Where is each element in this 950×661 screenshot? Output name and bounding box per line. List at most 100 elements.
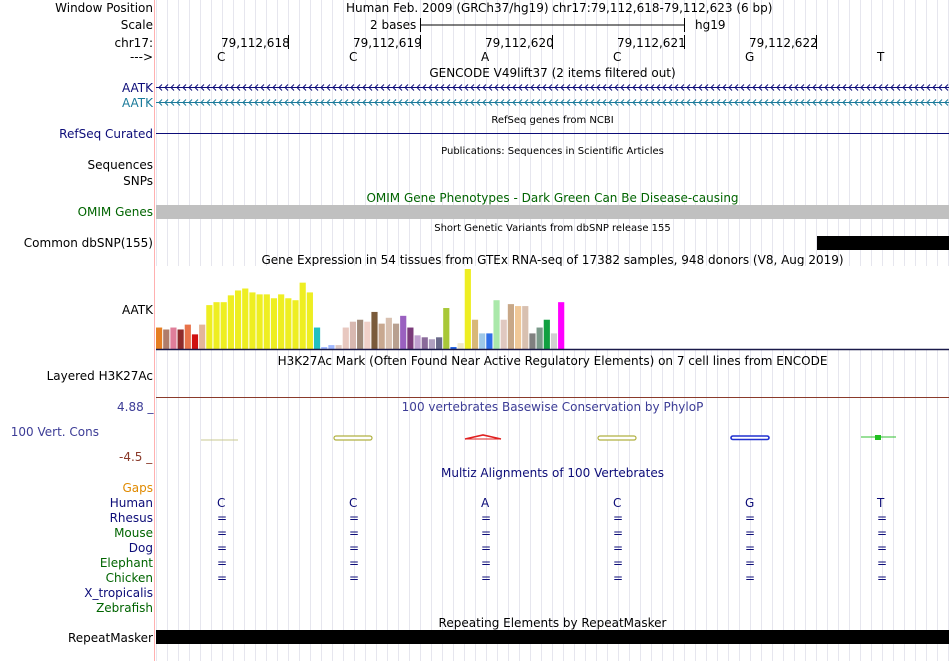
gtex-tissue-bar[interactable] bbox=[185, 325, 191, 349]
gtex-tissue-bar[interactable] bbox=[257, 294, 263, 349]
gtex-tissue-bar[interactable] bbox=[400, 316, 406, 349]
gtex-tissue-bar[interactable] bbox=[156, 328, 162, 349]
gtex-tissue-bar[interactable] bbox=[537, 328, 543, 349]
dbsnp-label[interactable]: Common dbSNP(155) bbox=[24, 236, 153, 250]
h3k27ac-label[interactable]: Layered H3K27Ac bbox=[47, 369, 153, 383]
multiz-species-mouse[interactable]: Mouse bbox=[114, 526, 153, 540]
aligned-match: = bbox=[877, 511, 887, 525]
gtex-tissue-bar[interactable] bbox=[515, 306, 521, 349]
gtex-tissue-bar[interactable] bbox=[292, 300, 298, 349]
gtex-tissue-bar[interactable] bbox=[379, 324, 385, 349]
omim-feature-bar[interactable] bbox=[156, 205, 949, 219]
multiz-species-human[interactable]: Human bbox=[110, 496, 153, 510]
gtex-tissue-bar[interactable] bbox=[508, 304, 514, 349]
h3k27ac-title: H3K27Ac Mark (Often Found Near Active Re… bbox=[156, 354, 949, 368]
gtex-tissue-bar[interactable] bbox=[558, 302, 564, 349]
gtex-tissue-bar[interactable] bbox=[192, 334, 198, 349]
multiz-species-x_tropicalis[interactable]: X_tropicalis bbox=[84, 586, 153, 600]
aligned-match: = bbox=[877, 541, 887, 555]
gtex-label[interactable]: AATK bbox=[122, 303, 153, 317]
gtex-tissue-bar[interactable] bbox=[235, 290, 241, 349]
gtex-tissue-bar[interactable] bbox=[300, 283, 306, 349]
gtex-tissue-bar[interactable] bbox=[429, 339, 435, 349]
gtex-tissue-bar[interactable] bbox=[414, 335, 420, 349]
multiz-species-rhesus[interactable]: Rhesus bbox=[110, 511, 153, 525]
gtex-tissue-bar[interactable] bbox=[228, 295, 234, 349]
aligned-match: = bbox=[877, 556, 887, 570]
refseq-label[interactable]: RefSeq Curated bbox=[59, 127, 153, 141]
gtex-tissue-bar[interactable] bbox=[328, 345, 334, 349]
gtex-tissue-bar[interactable] bbox=[472, 320, 478, 349]
multiz-gaps-label[interactable]: Gaps bbox=[122, 481, 153, 495]
gtex-tissue-bar[interactable] bbox=[242, 289, 248, 349]
repeatmasker-element[interactable] bbox=[156, 630, 949, 644]
ruler-base: G bbox=[745, 50, 754, 64]
gtex-tissue-bar[interactable] bbox=[386, 318, 392, 349]
gtex-bar-chart[interactable] bbox=[156, 266, 949, 352]
gtex-tissue-bar[interactable] bbox=[271, 298, 277, 349]
gtex-tissue-bar[interactable] bbox=[163, 329, 169, 349]
gtex-tissue-bar[interactable] bbox=[522, 306, 528, 349]
scale-text: 2 bases bbox=[370, 18, 416, 32]
dbsnp-variant[interactable] bbox=[817, 236, 949, 250]
gencode-transcripts[interactable] bbox=[156, 82, 949, 110]
gencode-gene-label-2[interactable]: AATK bbox=[122, 96, 153, 110]
gtex-tissue-bar[interactable] bbox=[321, 347, 327, 349]
publications-snps-label[interactable]: SNPs bbox=[123, 174, 153, 188]
phylop-scores[interactable] bbox=[156, 428, 949, 446]
gtex-tissue-bar[interactable] bbox=[307, 292, 313, 349]
gtex-tissue-bar[interactable] bbox=[529, 333, 535, 349]
gtex-tissue-bar[interactable] bbox=[199, 325, 205, 349]
gtex-tissue-bar[interactable] bbox=[249, 292, 255, 349]
ruler-base: C bbox=[613, 50, 621, 64]
gtex-tissue-bar[interactable] bbox=[178, 329, 184, 349]
gtex-tissue-bar[interactable] bbox=[465, 269, 471, 349]
aligned-match: = bbox=[217, 571, 227, 585]
gtex-tissue-bar[interactable] bbox=[458, 343, 464, 349]
multiz-species-elephant[interactable]: Elephant bbox=[100, 556, 153, 570]
phylop-min: -4.5 _ bbox=[119, 450, 152, 464]
gtex-tissue-bar[interactable] bbox=[544, 320, 550, 349]
gencode-gene-label-1[interactable]: AATK bbox=[122, 81, 153, 95]
gtex-tissue-bar[interactable] bbox=[278, 294, 284, 349]
aligned-match: = bbox=[349, 556, 359, 570]
gtex-tissue-bar[interactable] bbox=[436, 337, 442, 349]
ruler-base: C bbox=[217, 50, 225, 64]
gtex-tissue-bar[interactable] bbox=[350, 322, 356, 349]
gtex-tissue-bar[interactable] bbox=[450, 347, 456, 349]
gtex-tissue-bar[interactable] bbox=[493, 300, 499, 349]
omim-label[interactable]: OMIM Genes bbox=[78, 205, 153, 219]
multiz-species-dog[interactable]: Dog bbox=[129, 541, 153, 555]
gtex-tissue-bar[interactable] bbox=[393, 324, 399, 349]
gtex-tissue-bar[interactable] bbox=[343, 328, 349, 349]
gtex-tissue-bar[interactable] bbox=[170, 328, 176, 349]
multiz-species-chicken[interactable]: Chicken bbox=[106, 571, 153, 585]
gtex-tissue-bar[interactable] bbox=[364, 322, 370, 349]
aligned-match: = bbox=[217, 556, 227, 570]
gtex-tissue-bar[interactable] bbox=[357, 320, 363, 349]
gtex-tissue-bar[interactable] bbox=[486, 333, 492, 349]
gtex-tissue-bar[interactable] bbox=[336, 345, 342, 349]
gtex-tissue-bar[interactable] bbox=[206, 305, 212, 349]
phylop-label[interactable]: 100 Vert. Cons bbox=[11, 425, 99, 439]
gtex-tissue-bar[interactable] bbox=[213, 302, 219, 349]
window-position-text[interactable]: Human Feb. 2009 (GRCh37/hg19) chr17:79,1… bbox=[346, 1, 772, 15]
refseq-line[interactable] bbox=[156, 133, 949, 134]
multiz-species-zebrafish[interactable]: Zebrafish bbox=[96, 601, 153, 615]
gtex-tissue-bar[interactable] bbox=[422, 337, 428, 349]
publications-sequences-label[interactable]: Sequences bbox=[88, 158, 153, 172]
aligned-match: = bbox=[745, 511, 755, 525]
gtex-tissue-bar[interactable] bbox=[551, 333, 557, 349]
gtex-tissue-bar[interactable] bbox=[443, 308, 449, 349]
gtex-tissue-bar[interactable] bbox=[314, 328, 320, 349]
window-position-label: Window Position bbox=[55, 1, 153, 15]
gtex-tissue-bar[interactable] bbox=[285, 298, 291, 349]
aligned-match: = bbox=[481, 541, 491, 555]
repeatmasker-label[interactable]: RepeatMasker bbox=[68, 631, 153, 645]
gtex-tissue-bar[interactable] bbox=[371, 312, 377, 349]
gtex-tissue-bar[interactable] bbox=[407, 328, 413, 349]
gtex-tissue-bar[interactable] bbox=[221, 302, 227, 349]
gtex-tissue-bar[interactable] bbox=[264, 294, 270, 349]
gtex-tissue-bar[interactable] bbox=[479, 333, 485, 349]
gtex-tissue-bar[interactable] bbox=[501, 320, 507, 349]
